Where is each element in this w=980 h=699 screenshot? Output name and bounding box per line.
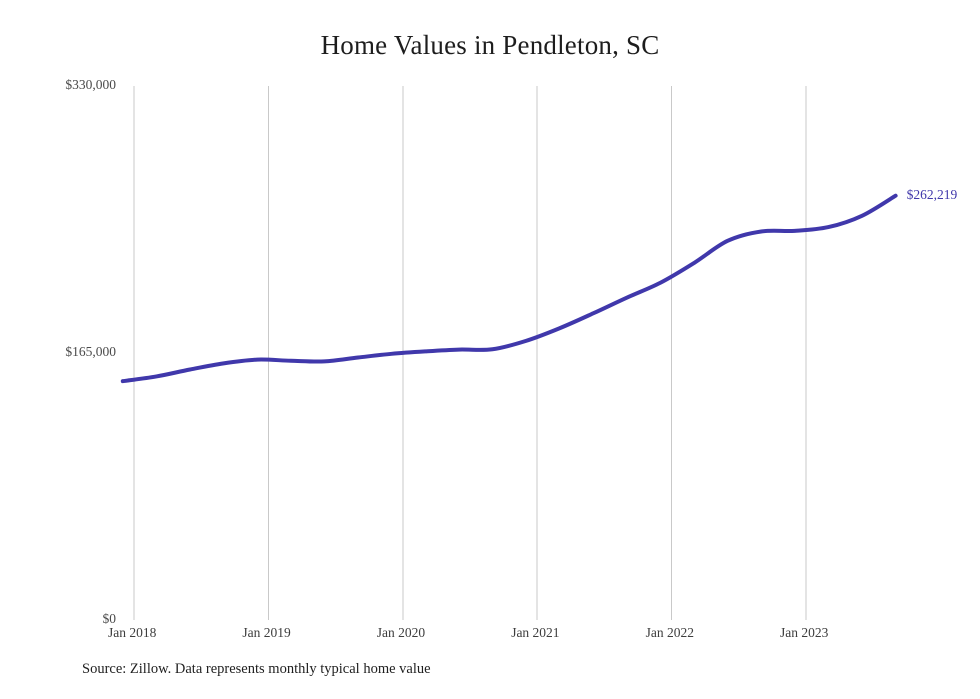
data-line-0 [120,193,898,384]
end-value-annotation: $262,219 [906,186,958,202]
source-note: Source: Zillow. Data represents monthly … [82,661,431,677]
chart-title: Home Values in Pendleton, SC [320,30,660,60]
y-tick-label-2: $0 [102,611,117,626]
x-gridlines [133,86,807,620]
x-tick-label-5: Jan 2023 [780,625,829,640]
x-tick-label-0: Jan 2018 [108,625,157,640]
x-tick-label-4: Jan 2022 [645,625,694,640]
x-tick-label-3: Jan 2021 [511,625,560,640]
x-tick-label-1: Jan 2019 [242,625,291,640]
y-tick-label-0: $330,000 [65,77,116,92]
y-tick-label-1: $165,000 [65,344,116,359]
x-tick-label-2: Jan 2020 [376,625,426,640]
series-lines [120,193,898,384]
